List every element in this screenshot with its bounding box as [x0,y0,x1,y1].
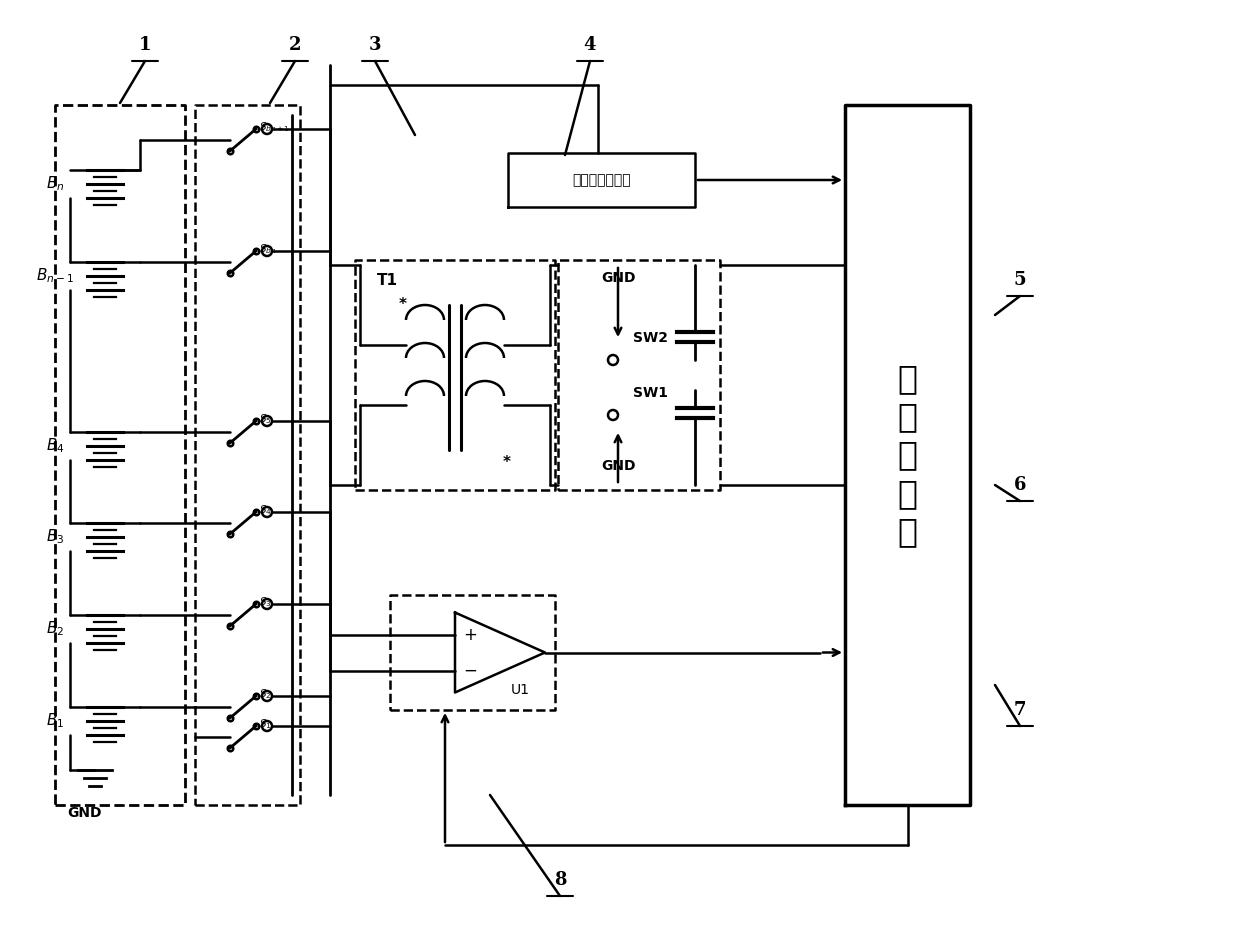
Text: 均
衡
控
制
器: 均 衡 控 制 器 [898,362,918,548]
Text: *: * [399,298,407,313]
Text: $S_1$: $S_1$ [259,717,272,731]
Text: $B_{n-1}$: $B_{n-1}$ [36,266,74,285]
Text: $S_5$: $S_5$ [259,413,272,426]
Text: $S_3$: $S_3$ [259,595,272,609]
Text: $S_{bn+1}$: $S_{bn+1}$ [259,120,290,134]
Text: +: + [463,625,477,644]
Text: GND: GND [68,806,102,820]
Text: $S_2$: $S_2$ [259,687,272,701]
Text: GND: GND [600,271,635,285]
Text: 4: 4 [584,36,596,54]
Text: $B_4$: $B_4$ [46,437,64,455]
Text: $B_2$: $B_2$ [46,620,64,638]
Text: $B_n$: $B_n$ [46,175,64,193]
Text: $S_4$: $S_4$ [259,503,272,517]
Text: U1: U1 [511,684,529,697]
Text: 6: 6 [1014,476,1027,494]
Text: $B_3$: $B_3$ [46,527,64,547]
Text: 8: 8 [554,871,567,889]
Text: 5: 5 [1013,271,1027,289]
Text: 1: 1 [139,36,151,54]
Text: 电池组电压采样: 电池组电压采样 [572,173,631,187]
Text: GND: GND [600,459,635,473]
Text: −: − [463,661,477,680]
Text: SW1: SW1 [632,386,668,400]
Text: SW2: SW2 [632,331,668,345]
Text: 7: 7 [1014,701,1027,719]
Text: $S_{bn}$: $S_{bn}$ [259,242,277,256]
Text: T1: T1 [377,273,398,288]
Text: *: * [503,454,511,470]
Text: $B_1$: $B_1$ [46,711,64,731]
Text: 2: 2 [289,36,301,54]
Text: 3: 3 [368,36,381,54]
